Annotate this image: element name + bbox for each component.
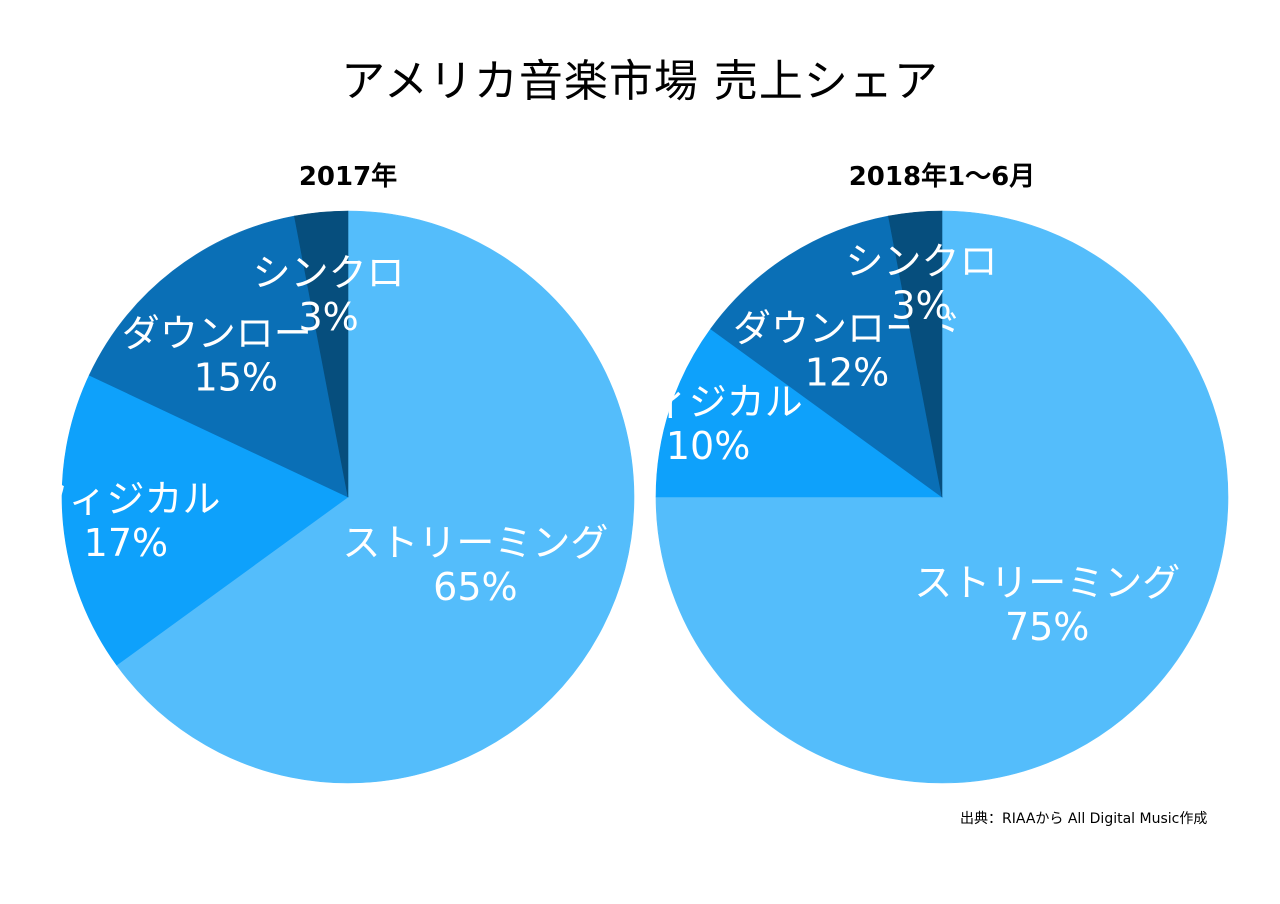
slice-value-sync: 3% bbox=[298, 295, 358, 339]
slice-value-download: 15% bbox=[194, 355, 278, 399]
slice-label-streaming: ストリーミング bbox=[342, 521, 608, 565]
pie-slice-physical bbox=[655, 328, 943, 498]
pie-title-2018: 2018年1〜6月 bbox=[848, 162, 1036, 192]
slice-label-streaming: ストリーミング bbox=[914, 561, 1180, 605]
slice-value-physical: 10% bbox=[666, 424, 750, 468]
slice-value-streaming: 65% bbox=[433, 565, 517, 609]
slice-label-sync: シンクロ bbox=[253, 251, 405, 295]
slice-value-sync: 3% bbox=[891, 284, 951, 328]
pie-slice-download bbox=[710, 215, 943, 498]
slice-label-physical: フィジカル bbox=[613, 380, 802, 424]
pie-slice-sync bbox=[294, 210, 349, 498]
pie-slice-sync bbox=[888, 210, 943, 498]
pie-slice-download bbox=[88, 215, 349, 498]
pie-slice-physical bbox=[61, 374, 349, 666]
chart-title: アメリカ音楽市場 売上シェア bbox=[341, 56, 939, 107]
slice-value-physical: 17% bbox=[84, 521, 168, 565]
pie-slice-streaming bbox=[116, 210, 635, 784]
source-note: 出典：RIAAから All Digital Music作成 bbox=[960, 811, 1208, 827]
slice-label-physical: フィジカル bbox=[31, 477, 220, 521]
pie-title-2017: 2017年 bbox=[298, 162, 398, 192]
slice-value-streaming: 75% bbox=[1005, 605, 1089, 649]
slice-label-sync: シンクロ bbox=[845, 240, 997, 284]
slice-value-download: 12% bbox=[805, 350, 889, 394]
slice-label-download: ダウンロード bbox=[122, 311, 350, 355]
